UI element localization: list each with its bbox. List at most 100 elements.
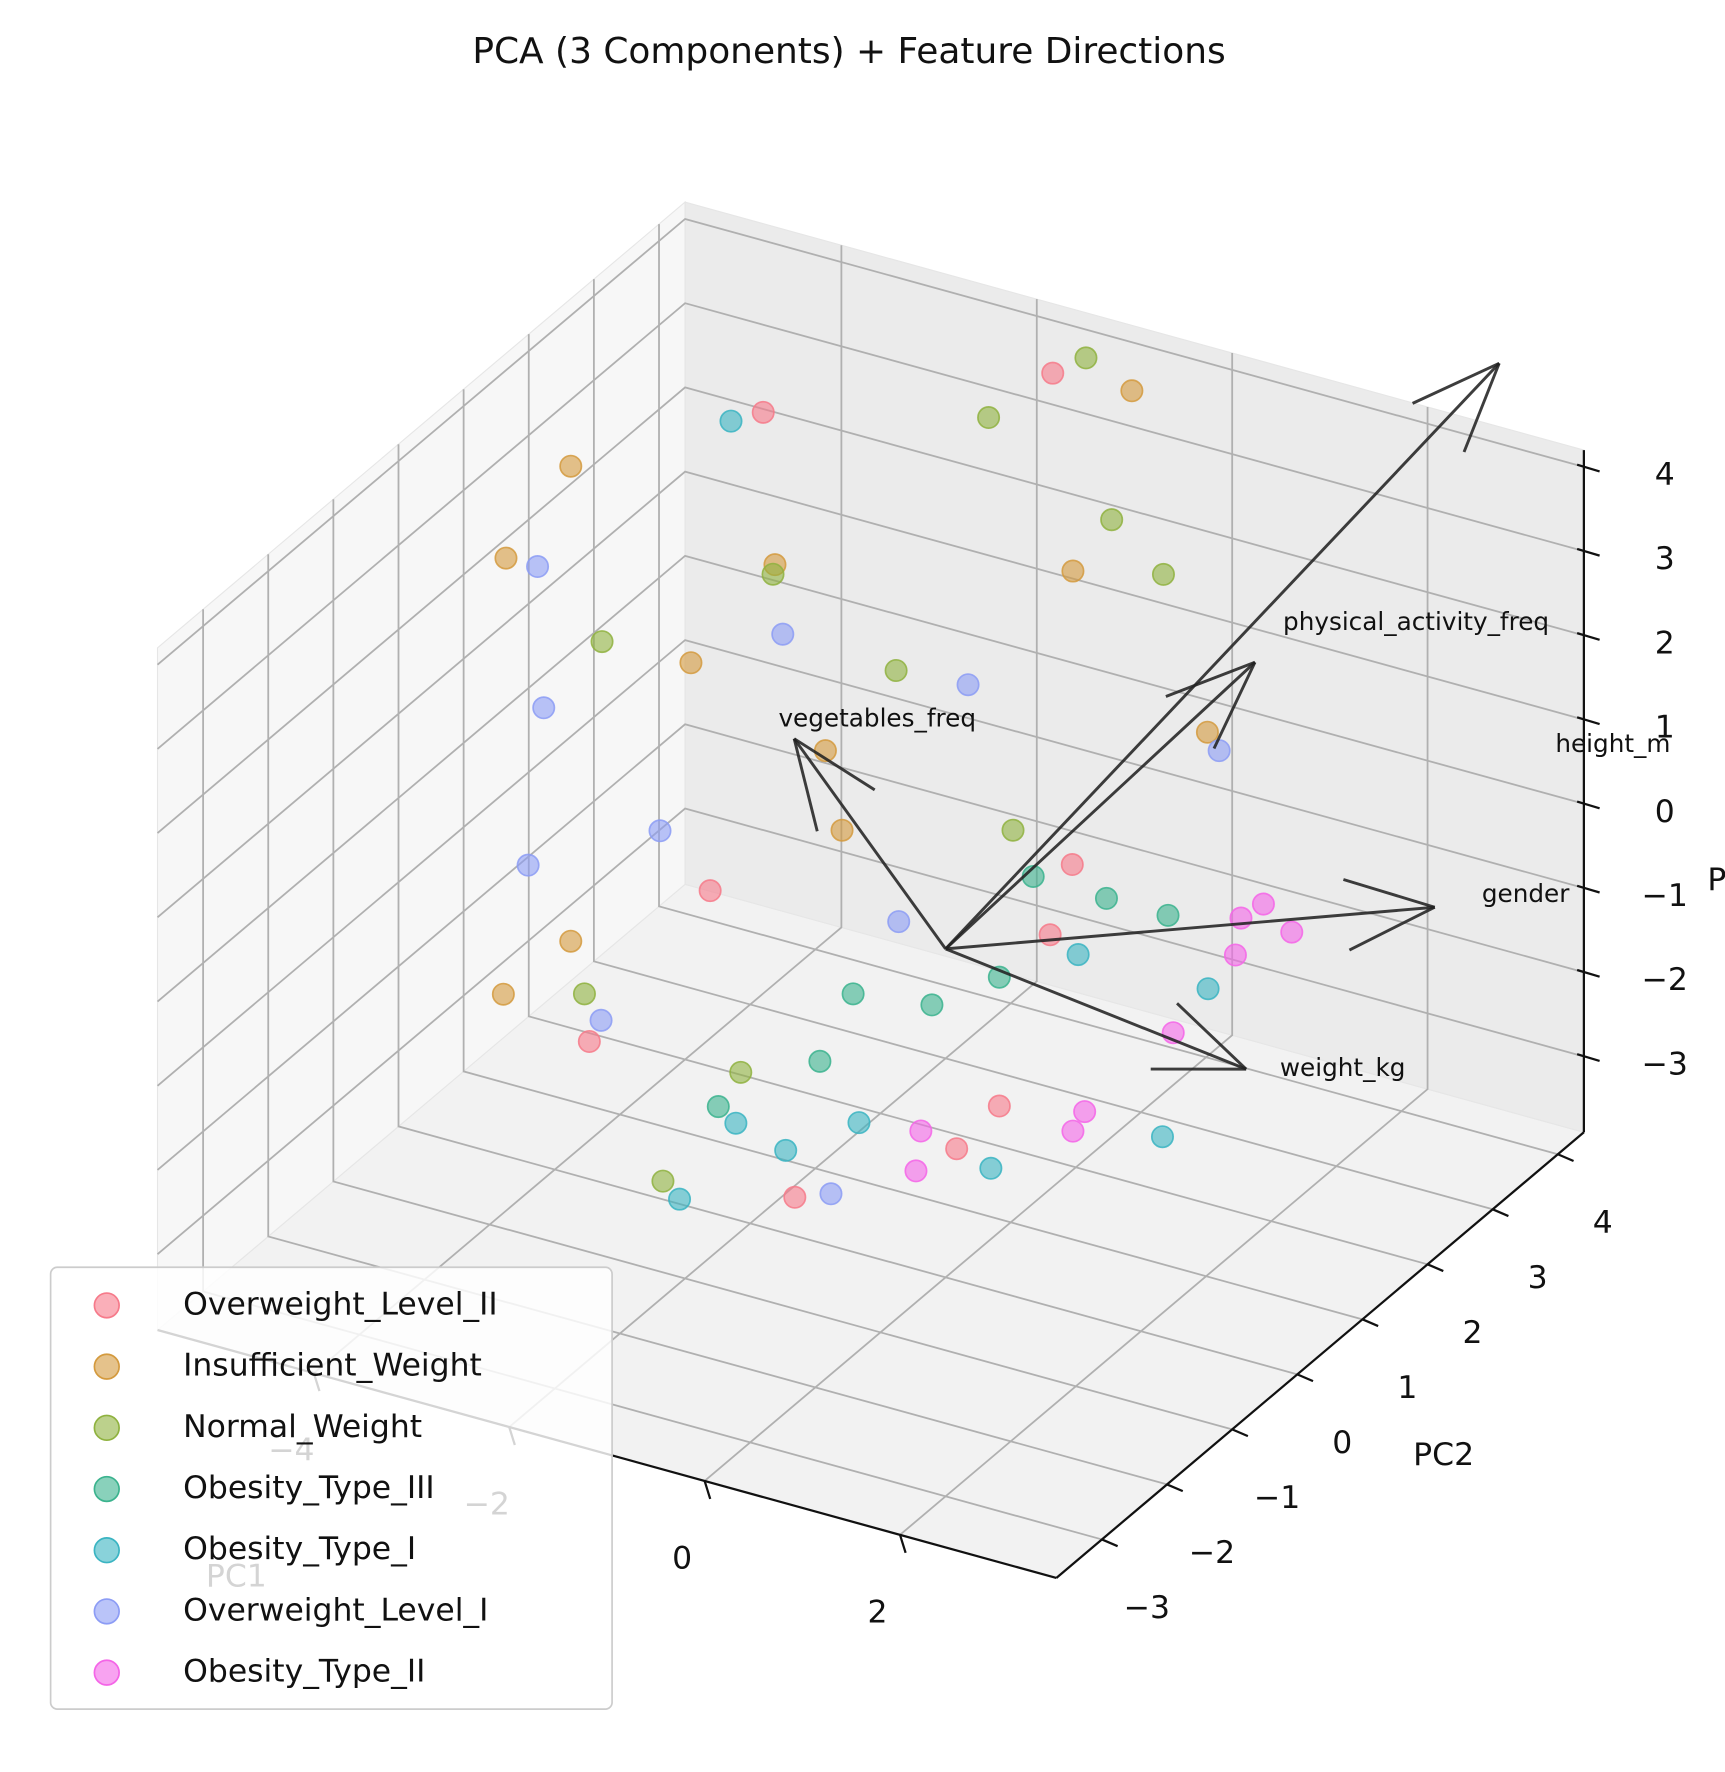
z-tick-mark: [1576, 463, 1600, 473]
y-tick-mark: [1427, 1263, 1444, 1273]
data-point: [1074, 346, 1098, 370]
feature-label: height_m: [1555, 729, 1670, 758]
grid-line: [156, 217, 1585, 666]
arrow-head: [1462, 362, 1501, 453]
data-point: [494, 546, 518, 570]
z-tick-mark: [1576, 968, 1600, 978]
data-point: [1156, 903, 1180, 927]
data-point: [679, 651, 703, 675]
data-point: [491, 982, 515, 1006]
z-tick-mark: [1576, 884, 1600, 894]
legend-marker: [93, 1414, 120, 1442]
data-point: [979, 1156, 1003, 1180]
grid-line: [156, 639, 1585, 1087]
z-tick-mark: [1576, 800, 1600, 810]
arrow-head: [1165, 660, 1256, 698]
data-point: [977, 406, 1001, 430]
y-tick-label: −2: [1189, 1535, 1235, 1571]
data-point: [719, 409, 743, 433]
series-group: [904, 892, 1304, 1183]
arrow-head: [1342, 878, 1436, 909]
legend-marker: [93, 1537, 120, 1564]
grid-line: [332, 499, 1233, 1431]
legend-marker: [93, 1659, 120, 1686]
data-point: [1223, 943, 1247, 967]
feature-label: vegetables_freq: [778, 704, 976, 733]
grid-line: [156, 723, 1585, 1171]
x-tick-label: 2: [868, 1594, 888, 1630]
data-point: [1120, 379, 1144, 403]
data-point: [1251, 892, 1275, 916]
feature-arrow: [944, 362, 1501, 950]
series-group: [577, 361, 1084, 1209]
data-point: [706, 1095, 730, 1119]
data-point: [771, 622, 795, 646]
feature-arrow: [945, 947, 1247, 1071]
y-tick-mark: [1231, 1428, 1249, 1438]
data-point: [847, 1111, 871, 1135]
data-point: [1196, 977, 1220, 1001]
legend-label: Overweight_Level_II: [183, 1286, 498, 1322]
z-tick-label: 4: [1655, 457, 1675, 493]
feature-label: physical_activity_freq: [1283, 607, 1549, 636]
data-point: [698, 879, 722, 903]
grid-line: [156, 386, 1585, 834]
legend-marker: [93, 1598, 120, 1625]
data-point: [648, 819, 672, 843]
legend-box: [49, 1266, 613, 1710]
series-group: [706, 864, 1180, 1119]
arrow-head: [1176, 1002, 1248, 1071]
data-point: [841, 982, 865, 1006]
data-point: [1041, 361, 1065, 385]
grid-line: [592, 279, 1493, 1211]
y-tick-label: 4: [1593, 1205, 1613, 1241]
legend-marker: [93, 1292, 120, 1319]
x-tick-label: 0: [672, 1541, 692, 1577]
grid-line: [462, 389, 1363, 1321]
arrow-head: [793, 737, 876, 792]
z-tick-label: −1: [1642, 878, 1688, 914]
data-point: [516, 853, 540, 877]
data-point: [1207, 739, 1231, 763]
legend-label: Obesity_Type_III: [183, 1470, 435, 1506]
y-tick-mark: [1361, 1318, 1379, 1328]
arrow-head: [1411, 361, 1500, 405]
grid-line: [397, 444, 1298, 1376]
arrow-head: [792, 738, 819, 832]
z-tick-label: −3: [1642, 1046, 1688, 1082]
data-point: [729, 1060, 753, 1084]
data-point: [1100, 508, 1124, 532]
grid-line: [156, 470, 1585, 919]
data-point: [1280, 920, 1304, 944]
grid-line: [658, 224, 1559, 1156]
left-pane: [156, 200, 686, 1332]
y-tick-label: 3: [1528, 1260, 1548, 1296]
data-point: [987, 1094, 1011, 1118]
legend-label: Normal_Weight: [183, 1409, 422, 1445]
data-point: [532, 696, 556, 720]
y-tick-label: 1: [1397, 1370, 1417, 1406]
z-tick-label: −2: [1642, 962, 1688, 998]
data-point: [1061, 559, 1085, 583]
z-tick-label: 0: [1655, 794, 1675, 830]
feature-arrow: [792, 737, 947, 950]
data-point: [945, 1137, 969, 1161]
data-point: [904, 1159, 928, 1183]
data-point: [526, 555, 550, 579]
series-group: [572, 346, 1175, 1193]
feature-arrow: [944, 661, 1256, 950]
data-point: [774, 1138, 798, 1162]
data-point: [724, 1111, 748, 1135]
data-point: [1038, 923, 1062, 947]
y-tick-label: 0: [1332, 1425, 1352, 1461]
z-tick-label: 1: [1655, 710, 1675, 746]
data-point: [651, 1169, 675, 1193]
data-point: [668, 1187, 692, 1211]
data-point: [1001, 818, 1025, 842]
y-tick-mark: [1101, 1538, 1119, 1548]
data-point: [783, 1185, 807, 1209]
y-tick-mark: [1492, 1208, 1509, 1218]
x-tick-mark: [703, 1480, 712, 1500]
y-tick-label: −3: [1124, 1590, 1170, 1626]
